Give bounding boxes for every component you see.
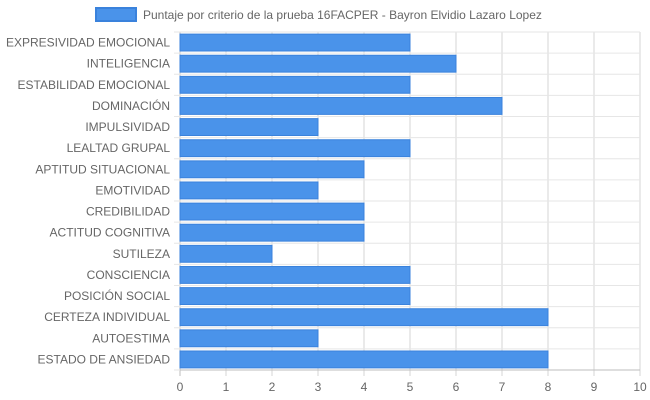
bar[interactable] — [179, 96, 503, 115]
x-tick-label: 1 — [223, 380, 230, 394]
bar[interactable] — [179, 160, 365, 179]
y-tick-label: EMOTIVIDAD — [95, 183, 170, 197]
bar[interactable] — [179, 33, 411, 52]
y-tick-label: INTELIGENCIA — [87, 57, 170, 71]
y-tick-label: EXPRESIVIDAD EMOCIONAL — [6, 36, 170, 50]
y-tick-label: ESTABILIDAD EMOCIONAL — [18, 78, 171, 92]
y-tick-label: SUTILEZA — [113, 247, 170, 261]
bars — [179, 33, 549, 369]
bar[interactable] — [179, 202, 365, 221]
y-tick-label: IMPULSIVIDAD — [85, 120, 170, 134]
x-tick-label: 8 — [545, 380, 552, 394]
y-tick-label: POSICIÓN SOCIAL — [64, 288, 170, 303]
y-tick-label: ESTADO DE ANSIEDAD — [38, 352, 171, 366]
bar[interactable] — [179, 223, 365, 242]
bar[interactable] — [179, 118, 319, 137]
x-tick-label: 0 — [177, 380, 184, 394]
x-tick-label: 3 — [315, 380, 322, 394]
x-tick-label: 5 — [407, 380, 414, 394]
y-tick-label: DOMINACIÓN — [92, 98, 170, 113]
bar[interactable] — [179, 244, 273, 263]
x-tick-label: 2 — [269, 380, 276, 394]
x-axis-labels: 0 1 2 3 4 5 6 7 8 9 10 — [177, 380, 647, 394]
x-tick-label: 4 — [361, 380, 368, 394]
y-tick-label: CERTEZA INDIVIDUAL — [44, 310, 170, 324]
x-tick-label: 6 — [453, 380, 460, 394]
bar[interactable] — [179, 350, 549, 369]
legend-swatch — [95, 7, 137, 22]
bar[interactable] — [179, 329, 319, 348]
y-tick-label: CONSCIENCIA — [87, 268, 170, 282]
x-tick-label: 10 — [633, 380, 647, 394]
bar[interactable] — [179, 75, 411, 94]
y-tick-label: LEALTAD GRUPAL — [67, 141, 171, 155]
bar[interactable] — [179, 265, 411, 284]
legend[interactable]: Puntaje por criterio de la prueba 16FACP… — [95, 7, 542, 22]
y-tick-label: ACTITUD COGNITIVA — [50, 226, 170, 240]
bar[interactable] — [179, 139, 411, 158]
y-tick-label: APTITUD SITUACIONAL — [35, 162, 170, 176]
x-tick-label: 7 — [499, 380, 506, 394]
bar[interactable] — [179, 308, 549, 327]
y-tick-label: AUTOESTIMA — [92, 331, 170, 345]
y-tick-label: CREDIBILIDAD — [86, 205, 170, 219]
bar[interactable] — [179, 287, 411, 306]
legend-label: Puntaje por criterio de la prueba 16FACP… — [143, 8, 542, 22]
bar[interactable] — [179, 181, 319, 200]
bar[interactable] — [179, 54, 457, 73]
y-axis-labels: EXPRESIVIDAD EMOCIONAL INTELIGENCIA ESTABI… — [6, 36, 170, 367]
x-tick-label: 9 — [591, 380, 598, 394]
